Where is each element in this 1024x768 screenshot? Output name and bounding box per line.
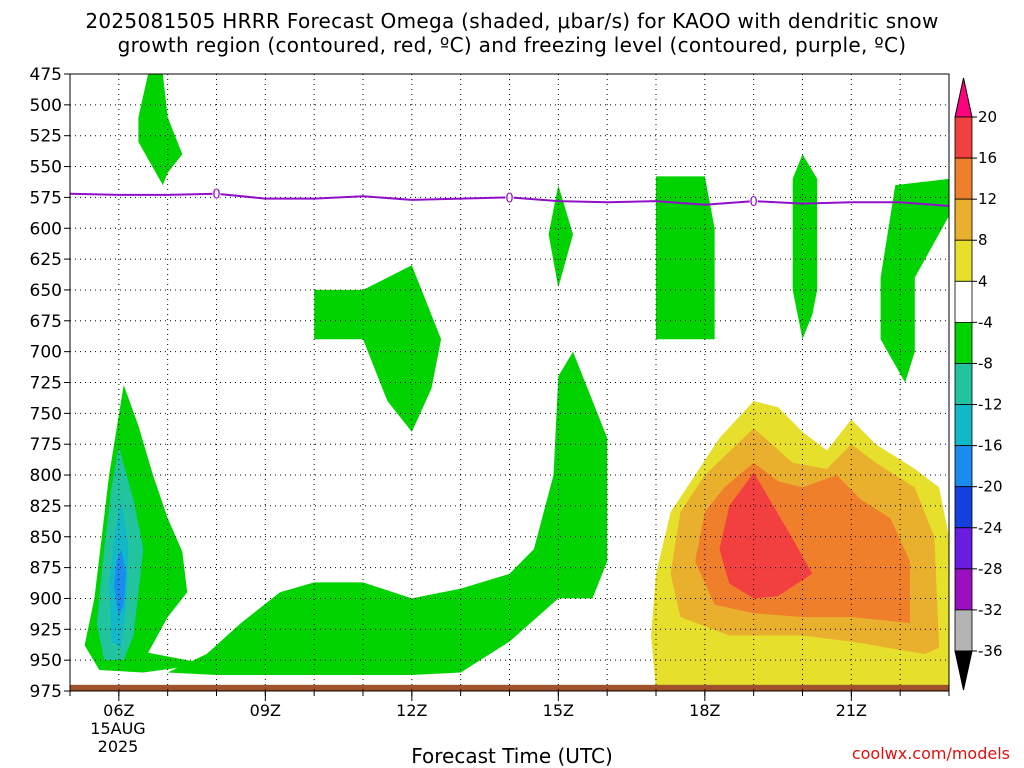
ground-strip <box>70 684 949 691</box>
colorbar-segment-9 <box>954 486 973 529</box>
freezing-level-contour: 0 0 0 <box>69 187 950 210</box>
y-tick-label-775: 775 <box>30 435 62 455</box>
omega-region-14 <box>719 472 813 599</box>
y-tick-label-900: 900 <box>30 589 62 609</box>
y-tick-label-475: 475 <box>30 65 62 85</box>
chart-title-line1: 2025081505 HRRR Forecast Omega (shaded, … <box>85 9 939 33</box>
omega-region-4 <box>138 74 183 186</box>
y-tick-label-875: 875 <box>30 559 62 579</box>
y-tick-label-675: 675 <box>30 312 62 332</box>
omega-region-8 <box>656 176 715 340</box>
colorbar-segment-6 <box>954 363 973 405</box>
colorbar-segment-12 <box>954 609 973 652</box>
y-tick-label-700: 700 <box>30 343 62 363</box>
y-tick-label-925: 925 <box>30 620 62 640</box>
colorbar-bottom-arrow <box>954 650 973 691</box>
omega-region-10 <box>880 178 949 383</box>
freezing-level-label-0: 0 <box>212 188 220 203</box>
colorbar-label-2: 12 <box>978 190 997 208</box>
x-tick-label-15Z: 15Z <box>543 701 574 720</box>
y-tick-label-550: 550 <box>30 158 62 178</box>
freezing-level-label-1: 0 <box>505 191 513 206</box>
colorbar-label-13: -36 <box>978 642 1003 660</box>
y-tick-label-600: 600 <box>30 219 62 239</box>
colorbar-segment-7 <box>954 404 973 447</box>
freezing-label-bg-0 <box>212 187 221 200</box>
colorbar-segment-0 <box>954 116 973 159</box>
colorbar-segment-3 <box>954 239 973 282</box>
colorbar-label-9: -20 <box>978 478 1003 496</box>
omega-region-7 <box>548 185 573 288</box>
omega-shading <box>84 74 949 691</box>
colorbar-segment-5 <box>954 321 973 364</box>
y-tick-label-725: 725 <box>30 374 62 394</box>
x-tick-label-09Z: 09Z <box>250 701 281 720</box>
y-tick-label-625: 625 <box>30 250 62 270</box>
omega-region-5 <box>314 265 442 432</box>
colorbar-segment-1 <box>954 157 973 200</box>
y-tick-label-800: 800 <box>30 466 62 486</box>
colorbar-segment-10 <box>954 527 973 570</box>
freezing-label-bg-2 <box>749 195 758 208</box>
colorbar-label-6: -8 <box>978 354 993 372</box>
colorbar-label-4: 4 <box>978 272 988 290</box>
colorbar-label-1: 16 <box>978 149 997 167</box>
ground-fill <box>70 684 949 691</box>
colorbar-label-3: 8 <box>978 231 988 249</box>
colorbar-label-10: -24 <box>978 519 1003 537</box>
x-tick-label-06Z: 06Z <box>103 701 134 720</box>
y-tick-label-825: 825 <box>30 497 62 517</box>
x-axis-title: Forecast Time (UTC) <box>411 744 613 768</box>
colorbar-segment-11 <box>954 568 973 611</box>
colorbar-label-12: -32 <box>978 601 1003 619</box>
y-tick-label-650: 650 <box>30 281 62 301</box>
y-tick-label-975: 975 <box>30 682 62 702</box>
x-tick-label-12Z: 12Z <box>396 701 427 720</box>
colorbar-label-8: -16 <box>978 437 1003 455</box>
colorbar-segment-8 <box>954 445 973 488</box>
y-tick-label-950: 950 <box>30 651 62 671</box>
x-axis: 06Z 09Z 12Z 15Z 18Z 21Z <box>69 691 950 720</box>
freezing-level-label-2: 0 <box>750 195 758 210</box>
x-tick-label-18Z: 18Z <box>689 701 720 720</box>
omega-region-3 <box>114 549 127 617</box>
colorbar: 20 16 12 8 4 -4 -8 -12 -16 -20 -24 -28 -32 -36 <box>954 77 1003 691</box>
colorbar-label-5: -4 <box>978 313 993 331</box>
omega-region-9 <box>792 154 818 340</box>
colorbar-segment-4 <box>954 280 973 323</box>
credit-link[interactable]: coolwx.com/models <box>851 744 1010 763</box>
y-tick-label-575: 575 <box>30 188 62 208</box>
date-year-label: 2025 <box>97 737 139 756</box>
date-day-label: 15AUG <box>90 719 146 738</box>
y-axis: 475 500 525 550 575 600 625 650 675 700 725 750 775 8… <box>30 65 70 702</box>
x-tick-label-21Z: 21Z <box>836 701 867 720</box>
omega-region-6 <box>167 351 608 675</box>
colorbar-label-11: -28 <box>978 560 1003 578</box>
colorbar-label-0: 20 <box>978 108 997 126</box>
y-tick-label-850: 850 <box>30 528 62 548</box>
colorbar-top-arrow <box>954 77 973 118</box>
y-tick-label-500: 500 <box>30 96 62 116</box>
y-tick-label-750: 750 <box>30 404 62 424</box>
colorbar-label-7: -12 <box>978 396 1003 414</box>
freezing-label-bg-1 <box>505 191 514 204</box>
y-tick-label-525: 525 <box>30 127 62 147</box>
chart-title-line2: growth region (contoured, red, ºC) and f… <box>117 33 907 57</box>
colorbar-segment-2 <box>954 198 973 241</box>
